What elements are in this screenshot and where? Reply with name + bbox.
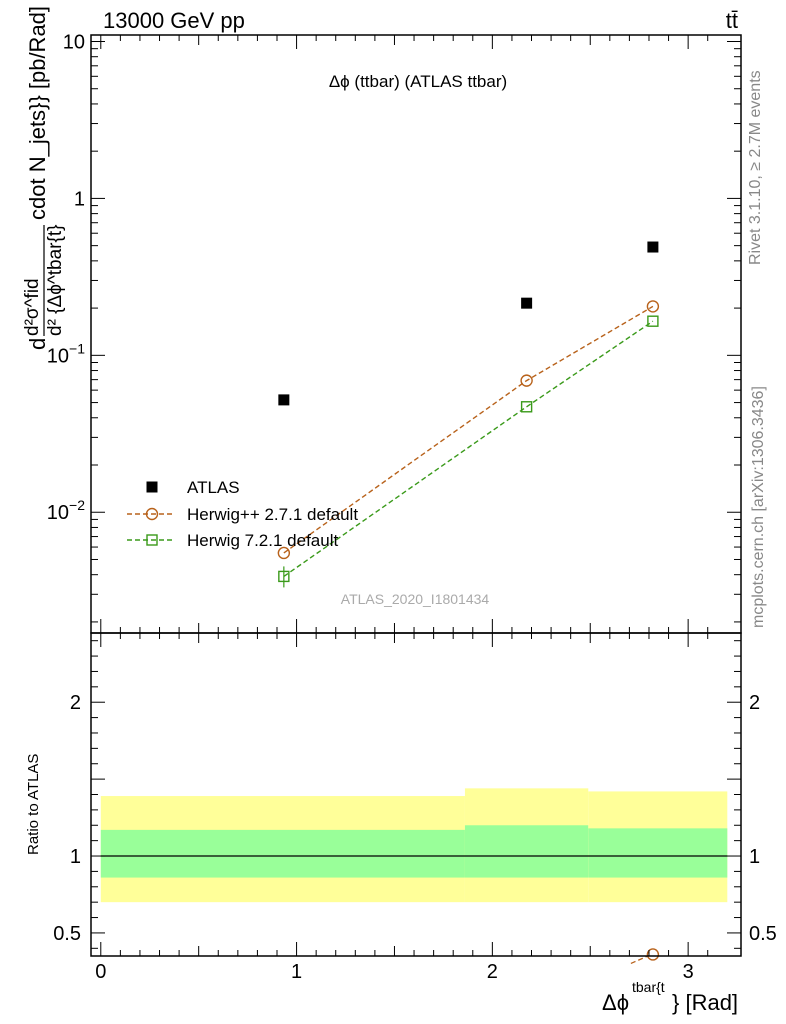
ratio-y-tick-label-right: 0.5 <box>749 923 777 945</box>
ratio-series-line <box>630 955 648 965</box>
data-point-series-1 <box>520 374 533 387</box>
uncertainty-band-inner <box>588 828 728 878</box>
uncertainty-band-inner <box>464 825 589 878</box>
main-y-axis-label: d d²σ^fid d² {Δϕ^tbar{t} cdot N_jets}} [… <box>22 6 66 350</box>
ylabel-numerator: d²σ^fid <box>22 278 43 336</box>
rivet-version-label: Rivet 3.1.10, ≥ 2.7M events <box>747 70 764 265</box>
ratio-y-tick-label-right: 2 <box>749 692 760 714</box>
ratio-plot-frame <box>90 632 742 957</box>
legend-marker-1 <box>145 507 159 521</box>
uncertainty-band-inner <box>100 829 465 878</box>
data-point-series-1 <box>646 300 660 313</box>
x-axis-label: Δϕ tbar{t } [Rad] <box>602 979 738 1015</box>
ratio-y-axis-label: Ratio to ATLAS <box>25 754 42 855</box>
ylabel-denominator: d² {Δϕ^tbar{t} <box>45 225 66 336</box>
data-point-series-1 <box>277 546 291 560</box>
x-tick-label: 2 <box>487 961 498 983</box>
x-tick-label: 0 <box>95 961 106 983</box>
data-point-series-2 <box>647 315 659 327</box>
legend-label-1: Herwig++ 2.7.1 default <box>187 505 358 524</box>
ratio-plot-panel: 2 2 1 1 0.5 0.5 0 1 2 3 <box>53 632 777 983</box>
x-tick-label: 3 <box>683 961 694 983</box>
xlabel-base: Δϕ <box>602 990 629 1015</box>
legend-marker-0 <box>146 481 158 493</box>
ratio-y-tick-label-left: 1 <box>70 846 81 868</box>
data-point-series-0 <box>521 297 533 309</box>
header-process-label: tt̄ <box>726 8 738 33</box>
x-tick-label: 1 <box>291 961 302 983</box>
watermark-label: ATLAS_2020_I1801434 <box>341 591 490 607</box>
legend: ATLAS Herwig++ 2.7.1 default Herwig 7.2.1 … <box>127 478 358 550</box>
chart-title: Δϕ (ttbar) (ATLAS ttbar) <box>329 72 507 91</box>
legend-marker-2 <box>146 534 158 546</box>
series-line-1 <box>283 305 654 554</box>
ratio-data-point <box>646 948 660 961</box>
ylabel-base: d <box>25 338 50 350</box>
mcplots-label: mcplots.cern.ch [arXiv:1306.3436] <box>750 386 767 628</box>
ratio-y-tick-label-right: 1 <box>749 846 760 868</box>
data-point-series-0 <box>278 394 290 406</box>
data-point-series-2 <box>520 401 533 413</box>
svg-text:d: d <box>25 338 50 350</box>
series-line-2 <box>283 320 654 577</box>
legend-label-2: Herwig 7.2.1 default <box>187 531 338 550</box>
ratio-y-tick-label-left: 2 <box>70 692 81 714</box>
header-energy-label: 13000 GeV pp <box>103 8 245 33</box>
ylabel-suffix: cdot N_jets}} [pb/Rad] <box>25 6 50 220</box>
data-point-series-0 <box>647 241 659 253</box>
y-tick-label: 1 <box>74 188 85 210</box>
y-tick-label: 10 <box>63 31 85 53</box>
y-tick-label: 10−2 <box>47 497 85 524</box>
y-tick-label: 10−1 <box>47 340 85 367</box>
legend-label-0: ATLAS <box>187 478 240 497</box>
ratio-y-tick-label-left: 0.5 <box>53 923 81 945</box>
xlabel-suffix: } [Rad] <box>672 990 738 1015</box>
main-plot-panel: Δϕ (ttbar) (ATLAS ttbar) ATLAS_2020_I180… <box>47 31 742 634</box>
xlabel-sup: tbar{t <box>632 979 665 995</box>
